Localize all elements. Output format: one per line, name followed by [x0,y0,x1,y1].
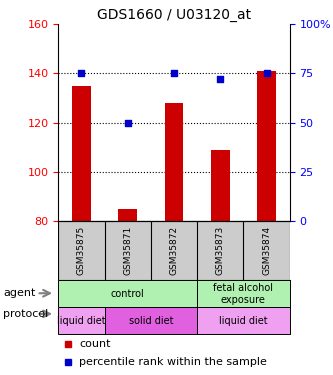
Bar [211,150,229,221]
Bar [119,209,137,221]
Text: count: count [79,339,111,350]
Text: liquid diet: liquid diet [57,316,106,326]
Bar [257,71,276,221]
Bar [197,280,290,307]
Bar [197,307,290,334]
Text: GSM35874: GSM35874 [262,226,271,275]
Bar [105,307,197,334]
Text: fetal alcohol
exposure: fetal alcohol exposure [213,283,273,304]
Text: solid diet: solid diet [129,316,173,326]
Text: control: control [111,289,145,299]
Title: GDS1660 / U03120_at: GDS1660 / U03120_at [97,8,251,22]
Point [264,70,269,76]
Bar [72,86,91,221]
Bar [58,307,105,334]
Text: liquid diet: liquid diet [219,316,268,326]
Point [171,70,176,76]
Text: protocol: protocol [3,309,49,319]
Text: GSM35873: GSM35873 [216,226,225,275]
Text: GSM35871: GSM35871 [123,226,132,275]
Text: GSM35875: GSM35875 [77,226,86,275]
Text: agent: agent [3,288,36,298]
Point [218,76,223,82]
Point [125,120,131,126]
Bar [58,280,197,307]
Text: percentile rank within the sample: percentile rank within the sample [79,357,267,367]
Point [79,70,84,76]
Text: GSM35872: GSM35872 [169,226,178,275]
Bar [165,103,183,221]
